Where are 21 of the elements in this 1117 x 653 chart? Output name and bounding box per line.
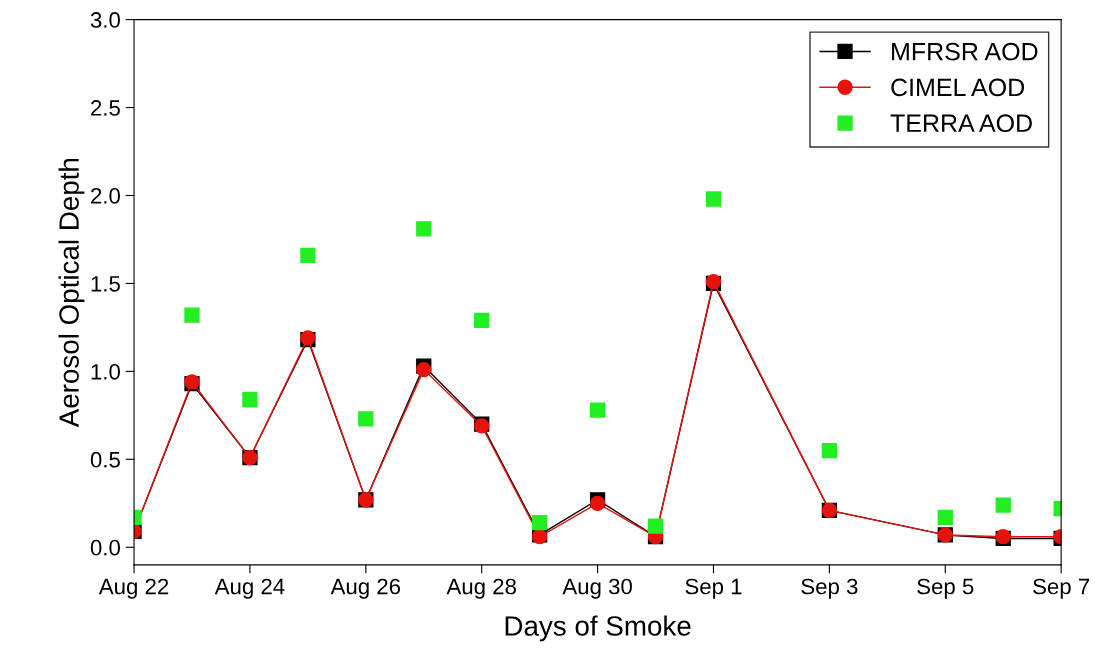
y-tick-label: 2.0 <box>91 188 120 204</box>
x-tick-label: Sep 5 <box>917 578 974 599</box>
x-tick-label: Sep 1 <box>685 578 742 599</box>
x-tick-label: Aug 30 <box>562 578 632 599</box>
x-tick-label: Aug 24 <box>214 578 285 599</box>
x-tick-label: Sep 7 <box>1033 578 1090 599</box>
y-tick-label: 0.5 <box>90 451 120 468</box>
y-axis-title: Aerosol Optical Depth <box>58 158 85 428</box>
y-tick-label: 1.5 <box>91 276 120 292</box>
legend-label: TERRA AOD <box>890 114 1032 133</box>
x-tick-label: Sep 3 <box>801 578 858 599</box>
x-tick-label: Aug 22 <box>98 578 169 599</box>
y-tick-label: 2.5 <box>91 100 120 116</box>
y-tick-label: 0.0 <box>90 539 120 556</box>
legend-label: CIMEL AOD <box>891 78 1025 97</box>
x-tick-label: Aug 28 <box>446 578 516 599</box>
legend-label: MFRSR AOD <box>892 42 1038 61</box>
y-tick-label: 3.0 <box>90 12 120 28</box>
y-tick-label: 1.0 <box>91 363 120 380</box>
x-tick-label: Aug 26 <box>330 578 401 599</box>
x-axis-title: Days of Smoke <box>505 615 691 642</box>
